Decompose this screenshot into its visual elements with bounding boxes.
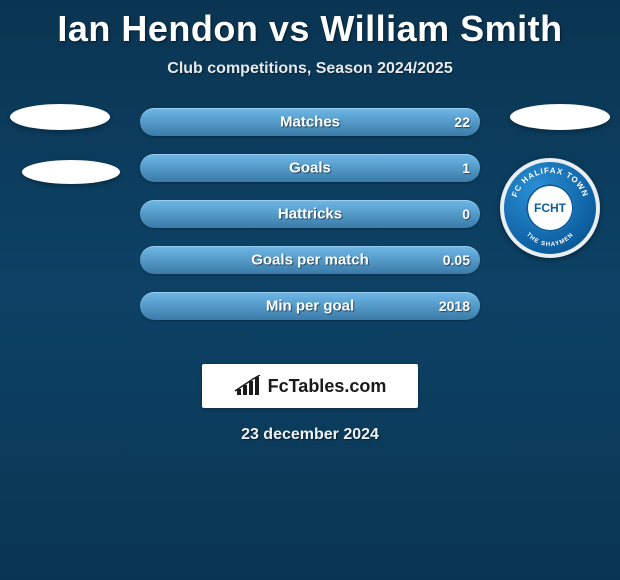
stat-row-matches: Matches 22 xyxy=(140,108,480,136)
player-left-logo-placeholder-1 xyxy=(10,104,110,130)
page-title: Ian Hendon vs William Smith xyxy=(0,0,620,50)
stat-right-value: 22 xyxy=(454,114,470,130)
stats-area: FC HALIFAX TOWN THE SHAYMEN FCHT Matches… xyxy=(0,108,620,348)
generated-date: 23 december 2024 xyxy=(0,426,620,444)
player-left-logo-placeholder-2 xyxy=(22,160,120,184)
stat-row-goals-per-match: Goals per match 0.05 xyxy=(140,246,480,274)
stat-label: Goals per match xyxy=(251,252,369,269)
stat-label: Goals xyxy=(289,160,331,177)
stat-label: Hattricks xyxy=(278,206,342,223)
stat-right-value: 1 xyxy=(462,160,470,176)
stat-row-hattricks: Hattricks 0 xyxy=(140,200,480,228)
stat-right-value: 0.05 xyxy=(443,252,470,268)
page-subtitle: Club competitions, Season 2024/2025 xyxy=(0,60,620,78)
player-right-logo-placeholder xyxy=(510,104,610,130)
stat-right-value: 2018 xyxy=(439,298,470,314)
stat-label: Min per goal xyxy=(266,298,354,315)
svg-text:THE SHAYMEN: THE SHAYMEN xyxy=(525,232,575,248)
stat-row-goals: Goals 1 xyxy=(140,154,480,182)
stat-bars: Matches 22 Goals 1 Hattricks 0 Goals per… xyxy=(140,108,480,338)
brand-chart-icon xyxy=(234,375,262,397)
badge-bottom-text: THE SHAYMEN xyxy=(525,232,575,248)
stat-label: Matches xyxy=(280,114,340,131)
club-badge: FC HALIFAX TOWN THE SHAYMEN FCHT xyxy=(500,158,600,258)
stat-row-min-per-goal: Min per goal 2018 xyxy=(140,292,480,320)
stat-right-value: 0 xyxy=(462,206,470,222)
club-badge-inner: FCHT xyxy=(526,184,574,232)
brand-text: FcTables.com xyxy=(268,376,387,397)
brand-box[interactable]: FcTables.com xyxy=(202,364,418,408)
